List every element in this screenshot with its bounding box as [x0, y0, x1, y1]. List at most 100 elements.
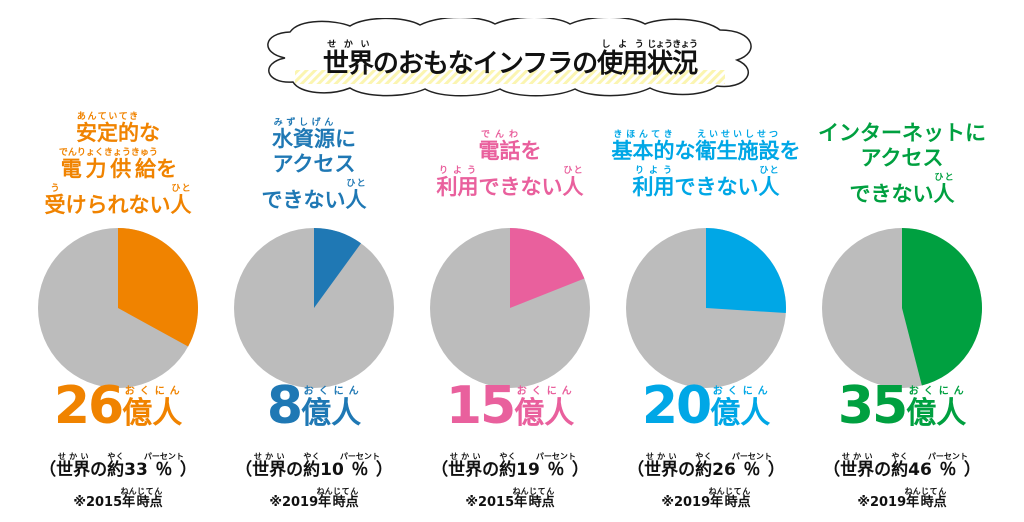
text: 20: [641, 376, 712, 436]
chart-column: 電話でんわを利用りようできない人ひと: [412, 108, 608, 220]
ruby-text: 世界せかい: [56, 452, 91, 480]
ruby-text: 約やく: [695, 452, 713, 480]
text: の: [482, 460, 500, 480]
chart-headline: 安定的あんていてきな 電力供給でんりょくきょうきゅうを 受うけられない人ひと: [20, 108, 216, 220]
text: 33: [124, 460, 148, 480]
ruby-text: 世界せかい: [322, 40, 374, 79]
pie-chart: [38, 228, 198, 388]
text: ）: [571, 460, 589, 480]
ruby-text: 時点じてん: [136, 487, 163, 510]
ruby-text: 受う: [44, 184, 66, 217]
year-note: ※2015年ねん時点じてん: [20, 487, 216, 510]
text: （: [39, 460, 57, 480]
chart-column: 基本的きほんてきな衛生施設えいせいしせつを 利用りようできない人ひと: [608, 108, 804, 220]
chart-headline: 水資源みずしげんに アクセス できない人ひと: [216, 108, 412, 220]
people-count: 15億おく人にん: [412, 380, 608, 432]
text: ）: [963, 460, 981, 480]
ruby-text: 使用しよう: [597, 40, 648, 79]
ruby-text: 億おく: [710, 386, 741, 431]
page-title: 世界せかいのおもなインフラの使用しよう状況じょうきょう: [255, 40, 765, 80]
world-share: （世界せかいの約やく26％パーセント）: [608, 452, 804, 480]
ruby-text: ％パーセント: [535, 452, 576, 480]
text: ）: [375, 460, 393, 480]
ruby-text: 年ねん: [904, 487, 921, 510]
ruby-text: 電話でんわ: [478, 130, 521, 163]
pie-slice-value: [902, 228, 982, 386]
ruby-text: ％パーセント: [143, 452, 184, 480]
ruby-text: 人にん: [936, 386, 967, 431]
text: できない: [261, 187, 346, 212]
ruby-text: 人ひと: [758, 166, 780, 199]
text: ）: [767, 460, 785, 480]
text: （: [235, 460, 253, 480]
text: できない: [674, 175, 759, 199]
ruby-text: 約やく: [303, 452, 321, 480]
pie-chart: [430, 228, 590, 388]
world-share: （世界せかいの約やく46％パーセント）: [804, 452, 1000, 480]
ruby-text: 約やく: [499, 452, 517, 480]
text: な: [139, 121, 160, 145]
people-count: 35億おく人にん: [804, 380, 1000, 432]
world-share: （世界せかいの約やく10％パーセント）: [216, 452, 412, 480]
ruby-text: 基本的きほんてき: [611, 130, 675, 163]
text: ）: [179, 460, 197, 480]
ruby-text: 人ひと: [345, 178, 367, 212]
ruby-text: 衛生施設えいせいしせつ: [695, 130, 780, 163]
text: 26: [712, 460, 736, 480]
ruby-text: ％パーセント: [927, 452, 968, 480]
text: けられない: [65, 193, 171, 217]
ruby-text: ％パーセント: [731, 452, 772, 480]
text: 19: [516, 460, 540, 480]
ruby-text: 利用りよう: [436, 166, 479, 199]
text: 35: [837, 376, 908, 436]
chart-headline: 基本的きほんてきな衛生施設えいせいしせつを 利用りようできない人ひと: [608, 108, 804, 220]
pie-chart: [822, 228, 982, 388]
ruby-text: 世界せかい: [252, 452, 287, 480]
pie-slice-value: [706, 228, 786, 314]
ruby-text: 約やく: [107, 452, 125, 480]
year-note: ※2019年ねん時点じてん: [804, 487, 1000, 510]
pie-slice-value: [510, 228, 585, 308]
text: ※2019: [269, 495, 319, 510]
text: できない: [478, 175, 563, 199]
ruby-text: 時点じてん: [724, 487, 751, 510]
ruby-text: 年ねん: [708, 487, 725, 510]
pie-chart: [234, 228, 394, 388]
text: ※2015: [465, 495, 515, 510]
text: 46: [908, 460, 932, 480]
world-share: （世界せかいの約やく33％パーセント）: [20, 452, 216, 480]
text: （: [431, 460, 449, 480]
ruby-text: 億おく: [514, 386, 545, 431]
ruby-text: 人にん: [544, 386, 575, 431]
pie-chart: [626, 228, 786, 388]
ruby-text: 時点じてん: [332, 487, 359, 510]
title-cloud: 世界せかいのおもなインフラの使用しよう状況じょうきょう: [255, 18, 765, 98]
text: （: [823, 460, 841, 480]
text: （: [627, 460, 645, 480]
ruby-text: 億おく: [906, 386, 937, 431]
world-share: （世界せかいの約やく19％パーセント）: [412, 452, 608, 480]
people-count: 20億おく人にん: [608, 380, 804, 432]
chart-headline: 電話でんわを利用りようできない人ひと: [412, 108, 608, 220]
text: ※2015: [73, 495, 123, 510]
text: 26: [53, 376, 124, 436]
ruby-text: 世界せかい: [644, 452, 679, 480]
text: の: [678, 460, 696, 480]
chart-headline: インターネットに アクセス できない人ひと: [804, 108, 1000, 220]
ruby-text: 世界せかい: [840, 452, 875, 480]
ruby-text: 人にん: [740, 386, 771, 431]
text: を: [520, 139, 542, 163]
chart-column: インターネットに アクセス できない人ひと: [804, 108, 1000, 220]
text: ※2019: [857, 495, 907, 510]
ruby-text: 時点じてん: [920, 487, 947, 510]
ruby-text: 億おく: [122, 386, 153, 431]
text: に: [335, 126, 356, 151]
text: アクセス: [860, 146, 944, 170]
ruby-text: 年ねん: [120, 487, 137, 510]
text: を: [156, 157, 178, 181]
ruby-text: 利用りよう: [632, 166, 675, 199]
pie-slice-value: [314, 228, 362, 308]
ruby-text: 人ひと: [562, 166, 584, 199]
ruby-text: 人にん: [331, 386, 362, 431]
text: の: [874, 460, 892, 480]
